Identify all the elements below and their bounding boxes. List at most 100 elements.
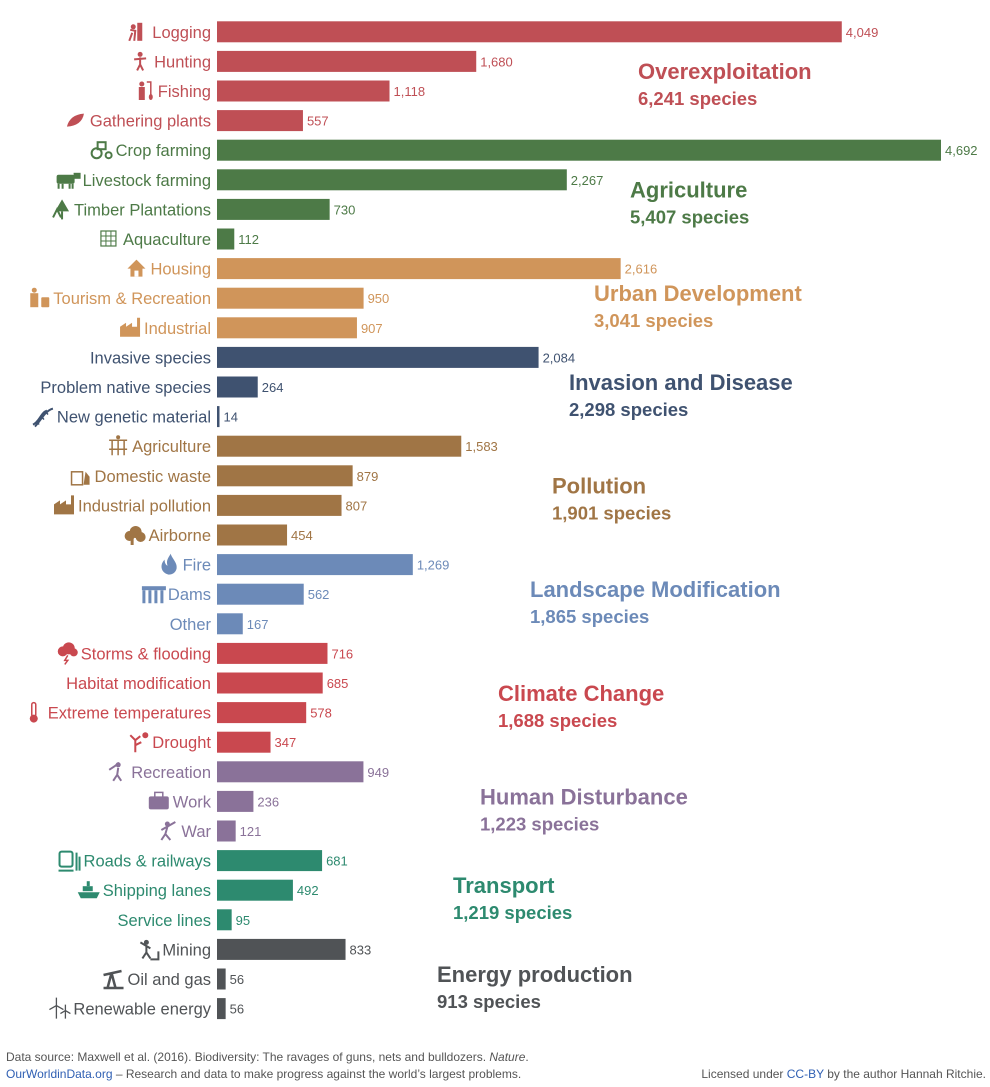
category-label: Habitat modification: [66, 675, 211, 693]
bar-war: [217, 820, 236, 842]
value-label: 14: [224, 410, 238, 425]
bar-crop-farming: [217, 139, 941, 161]
category-label: Housing: [150, 261, 211, 279]
tree-icon: [52, 199, 70, 220]
soldier-icon: [160, 821, 176, 841]
value-label: 685: [327, 676, 349, 691]
category-label: New genetic material: [57, 409, 211, 427]
value-label: 562: [308, 587, 330, 602]
group-total: 1,865 species: [530, 606, 649, 627]
value-label: 578: [310, 706, 332, 721]
site-tagline: – Research and data to make progress aga…: [112, 1067, 522, 1081]
miner-icon: [139, 939, 160, 961]
category-label: Fishing: [158, 83, 211, 101]
category-label: Timber Plantations: [74, 201, 211, 219]
category-label: Invasive species: [90, 349, 211, 367]
group-total: 5,407 species: [630, 207, 749, 228]
bar-airborne: [217, 524, 288, 546]
factory-icon: [120, 317, 141, 337]
value-label: 833: [350, 942, 372, 957]
category-label: Airborne: [149, 527, 211, 545]
value-label: 347: [275, 735, 297, 750]
license-link[interactable]: CC-BY: [786, 1067, 824, 1081]
bar-habitat-modification: [217, 672, 323, 694]
group-title: Human Disturbance: [480, 784, 688, 809]
sprayer-icon: [109, 435, 128, 456]
threat-bar-chart: 4,049 Logging 1,680 Hunting 1,118 Fishing 557 G…: [29, 21, 978, 1020]
category-label: Mining: [162, 941, 211, 959]
bar-renewable-energy: [217, 998, 226, 1020]
value-label: 1,583: [465, 439, 498, 454]
bar-extreme-temperatures: [217, 702, 307, 724]
category-label: Logging: [152, 24, 211, 42]
value-label: 167: [247, 617, 269, 632]
group-title: Pollution: [552, 474, 646, 499]
fishing-icon: [138, 81, 153, 100]
bar-storms-flooding: [217, 642, 328, 664]
bar-roads-railways: [217, 850, 323, 872]
bar-timber-plantations: [217, 198, 330, 220]
bar-service-lines: [217, 909, 232, 931]
bar-housing: [217, 258, 621, 280]
dam-icon: [141, 586, 166, 604]
bar-livestock-farming: [217, 169, 567, 191]
thermometer-icon: [29, 701, 38, 723]
value-label: 557: [307, 114, 329, 129]
net-icon: [100, 230, 117, 247]
value-label: 56: [230, 1002, 244, 1017]
bar-work: [217, 790, 254, 812]
factory-icon: [54, 495, 74, 515]
category-label: Shipping lanes: [103, 882, 211, 900]
group-total: 6,241 species: [638, 88, 757, 109]
bar-industrial: [217, 317, 357, 339]
hunter-icon: [134, 51, 147, 71]
cow-icon: [56, 172, 81, 189]
group-total: 1,223 species: [480, 813, 599, 834]
bar-industrial-pollution: [217, 494, 342, 516]
category-label: Other: [170, 616, 212, 634]
license: Licensed under CC-BY by the author Hanna…: [701, 1066, 986, 1083]
group-total: 1,901 species: [552, 503, 671, 524]
value-label: 264: [262, 380, 284, 395]
oil-pump-icon: [103, 969, 124, 990]
tractor-icon: [90, 141, 113, 160]
group-title: Transport: [453, 873, 555, 898]
bar-mining: [217, 938, 346, 960]
group-title: Invasion and Disease: [569, 370, 793, 395]
group-title: Urban Development: [594, 281, 802, 306]
category-label: Roads & railways: [84, 853, 211, 871]
category-label: Drought: [152, 734, 211, 752]
bar-aquaculture: [217, 228, 235, 250]
value-label: 2,084: [543, 350, 576, 365]
category-label: Industrial: [144, 320, 211, 338]
group-title: Agriculture: [630, 178, 747, 203]
ship-icon: [77, 881, 100, 899]
house-icon: [127, 259, 146, 277]
category-label: Domestic waste: [95, 468, 211, 486]
fire-icon: [161, 553, 177, 575]
category-label: Hunting: [154, 53, 211, 71]
value-label: 1,680: [480, 54, 513, 69]
dna-icon: [32, 407, 54, 428]
bar-tourism-recreation: [217, 287, 364, 309]
category-label: Livestock farming: [83, 172, 211, 190]
value-label: 2,616: [625, 262, 658, 277]
bar-logging: [217, 21, 842, 43]
category-label: Recreation: [131, 764, 211, 782]
category-label: Problem native species: [40, 379, 211, 397]
category-label: Extreme temperatures: [48, 705, 211, 723]
value-label: 807: [346, 498, 368, 513]
license-prefix: Licensed under: [701, 1067, 787, 1081]
bar-new-genetic-material: [217, 406, 220, 428]
group-total: 913 species: [437, 991, 541, 1012]
category-label: Renewable energy: [73, 1001, 211, 1019]
site-link[interactable]: OurWorldinData.org: [6, 1067, 113, 1081]
source-text: Data source: Maxwell et al. (2016). Biod…: [6, 1050, 490, 1064]
category-label: Aquaculture: [123, 231, 211, 249]
category-label: Agriculture: [132, 438, 211, 456]
category-label: Industrial pollution: [78, 497, 211, 515]
value-label: 730: [334, 202, 356, 217]
category-label: Work: [173, 793, 212, 811]
value-label: 907: [361, 321, 383, 336]
group-title: Landscape Modification: [530, 577, 781, 602]
